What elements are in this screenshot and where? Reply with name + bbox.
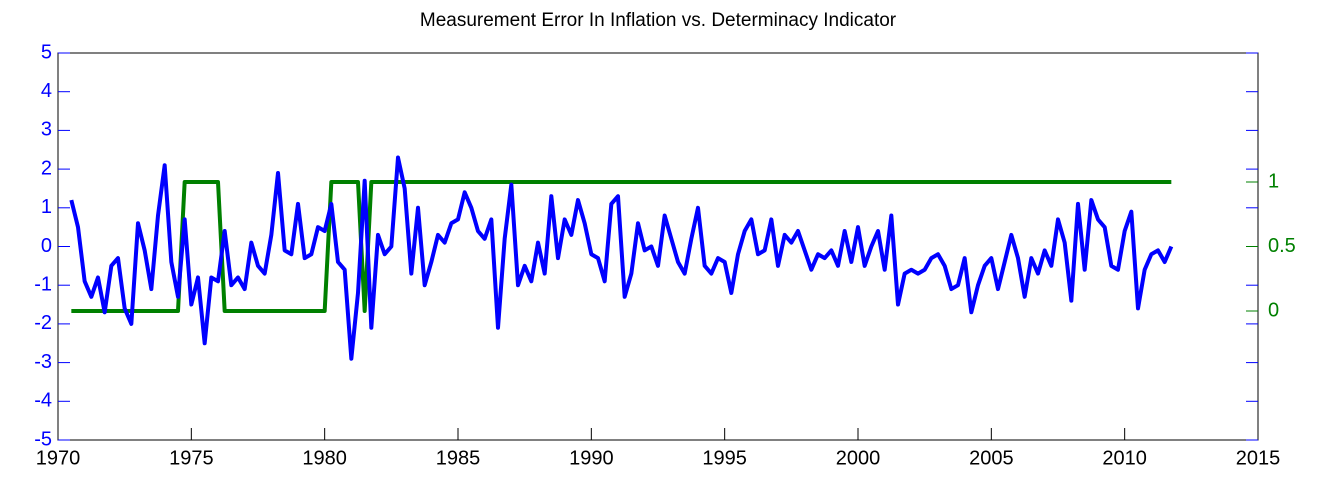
y-tick-label: 3: [41, 119, 52, 141]
y-tick-label: 4: [41, 80, 52, 102]
x-tick-label: 1985: [436, 447, 481, 469]
series-line: [69, 155, 1174, 361]
y2-tick-label: 0: [1268, 299, 1279, 321]
series-line: [71, 180, 1172, 313]
plot-frame: [57, 52, 1259, 441]
y-tick-label: 1: [41, 196, 52, 218]
x-tick-label: 2005: [969, 447, 1014, 469]
x-tick-label: 1970: [36, 447, 81, 469]
y-tick-label: -5: [34, 428, 52, 450]
y-tick-label: -2: [34, 312, 52, 334]
y-tick-label: -3: [34, 351, 52, 373]
y2-tick-label: 0.5: [1268, 235, 1296, 257]
y-tick-label: 5: [41, 41, 52, 63]
x-tick-label: 2015: [1236, 447, 1281, 469]
y-tick-label: -1: [34, 273, 52, 295]
y-tick-label: -4: [34, 390, 52, 412]
y-tick-label: 2: [41, 157, 52, 179]
x-tick-label: 1975: [169, 447, 214, 469]
x-tick-label: 2010: [1102, 447, 1147, 469]
x-tick-label: 2000: [836, 447, 881, 469]
y-tick-label: 0: [41, 235, 52, 257]
x-tick-label: 1980: [302, 447, 347, 469]
chart-title: Measurement Error In Inflation vs. Deter…: [420, 10, 897, 31]
x-tick-label: 1995: [702, 447, 747, 469]
y2-tick-label: 1: [1268, 170, 1279, 192]
x-tick-label: 1990: [569, 447, 614, 469]
